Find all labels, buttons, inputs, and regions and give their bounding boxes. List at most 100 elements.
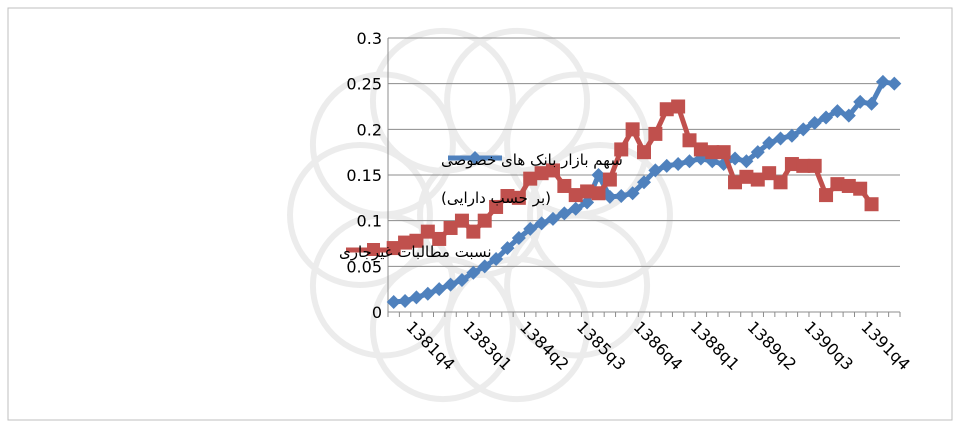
- data-point: [875, 74, 890, 89]
- watermark-petal: [444, 27, 591, 174]
- data-point: [864, 197, 879, 212]
- data-point: [568, 201, 583, 216]
- data-point: [523, 171, 538, 186]
- data-point: [466, 265, 481, 280]
- data-point: [614, 142, 629, 157]
- data-point: [705, 145, 720, 160]
- data-point: [511, 231, 526, 246]
- watermark-petal: [369, 27, 516, 174]
- data-point: [500, 189, 515, 204]
- data-point: [728, 175, 743, 190]
- watermark-petal: [287, 142, 433, 288]
- y-tick-label: 0.3: [357, 29, 382, 48]
- x-tick-label: 1383q1: [459, 317, 516, 374]
- x-tick-label: 1386q4: [630, 317, 687, 374]
- legend-item-1: سهم بازار بانک های خصوصی (بر حسب دارایی): [441, 151, 623, 207]
- data-point: [671, 99, 686, 114]
- chart-border: [7, 7, 953, 421]
- data-point: [591, 168, 606, 182]
- x-tick-label: 1389q2: [744, 317, 801, 374]
- legend-label-1-line1: سهم بازار بانک های خصوصی: [441, 151, 623, 169]
- data-point: [420, 224, 435, 239]
- data-point: [489, 199, 504, 214]
- data-point: [557, 206, 572, 221]
- data-point: [534, 216, 549, 231]
- watermark-petal: [444, 256, 591, 403]
- data-point: [739, 154, 754, 169]
- data-point: [853, 181, 868, 196]
- data-point: [557, 178, 572, 193]
- data-point: [648, 126, 663, 141]
- data-point: [750, 145, 765, 160]
- data-point: [420, 286, 435, 301]
- x-tick-label: 1390q3: [800, 317, 857, 374]
- data-point: [659, 158, 674, 173]
- data-point: [841, 178, 856, 193]
- data-point: [454, 273, 469, 288]
- data-point: [443, 220, 458, 235]
- data-point: [864, 96, 879, 111]
- data-point: [591, 186, 606, 201]
- data-point: [807, 158, 822, 173]
- data-point: [614, 189, 629, 204]
- watermark-petal: [527, 142, 673, 288]
- y-tick-label: 0.25: [346, 75, 382, 94]
- data-point: [489, 252, 504, 267]
- data-point: [602, 172, 617, 187]
- data-point: [454, 213, 469, 228]
- data-point: [386, 294, 401, 309]
- x-axis-ticks: 1381q4 1383q1 1384q2 1385q3 1386q4 1388q1 1389…: [402, 317, 914, 374]
- x-tick-label: 1384q2: [516, 317, 573, 374]
- data-point: [545, 163, 560, 178]
- data-point: [580, 184, 595, 199]
- data-point: [693, 142, 708, 157]
- data-point: [807, 115, 822, 130]
- y-tick-label: 0.2: [357, 120, 382, 139]
- x-tick-label: 1385q3: [573, 317, 630, 374]
- data-point: [637, 145, 651, 160]
- series-layer: [386, 74, 902, 309]
- watermark-petal: [504, 212, 651, 359]
- x-tick-label: 1391q4: [857, 317, 914, 374]
- legend: سهم بازار بانک های خصوصی (بر حسب دارایی)…: [339, 151, 623, 261]
- data-point: [511, 190, 526, 205]
- data-point: [830, 104, 845, 119]
- square-marker-icon: [367, 243, 380, 256]
- y-tick-label: 0: [372, 303, 382, 322]
- data-point: [432, 282, 447, 297]
- data-point: [819, 110, 834, 125]
- data-point: [398, 294, 413, 309]
- y-tick-label: 0.15: [346, 166, 382, 185]
- x-tick-label: 1388q1: [687, 317, 744, 374]
- data-point: [659, 102, 674, 117]
- data-point: [762, 166, 777, 181]
- y-axis-ticks: 0 0.05 0.1 0.15 0.2 0.25 0.3: [346, 29, 382, 322]
- legend-label-2: نسبت مطالبات غیرجاری: [339, 243, 492, 261]
- data-point: [443, 277, 458, 292]
- axes: [387, 38, 901, 317]
- data-point: [887, 76, 902, 91]
- series-2: [386, 99, 879, 256]
- data-point: [682, 154, 697, 169]
- data-point: [796, 158, 811, 173]
- data-point: [853, 94, 868, 109]
- data-point: [477, 213, 492, 228]
- data-point: [784, 128, 799, 143]
- watermark-petal: [369, 256, 516, 403]
- data-point: [784, 157, 799, 172]
- data-point: [841, 108, 856, 123]
- data-point: [625, 122, 640, 137]
- data-point: [796, 122, 811, 137]
- watermark-petal: [309, 71, 456, 218]
- data-point: [750, 172, 765, 187]
- data-point: [500, 241, 515, 256]
- data-point: [819, 188, 834, 203]
- data-point: [739, 169, 754, 184]
- data-point: [545, 211, 560, 226]
- data-point: [773, 175, 788, 190]
- data-point: [762, 136, 777, 151]
- data-point: [466, 224, 481, 239]
- data-point: [671, 157, 686, 172]
